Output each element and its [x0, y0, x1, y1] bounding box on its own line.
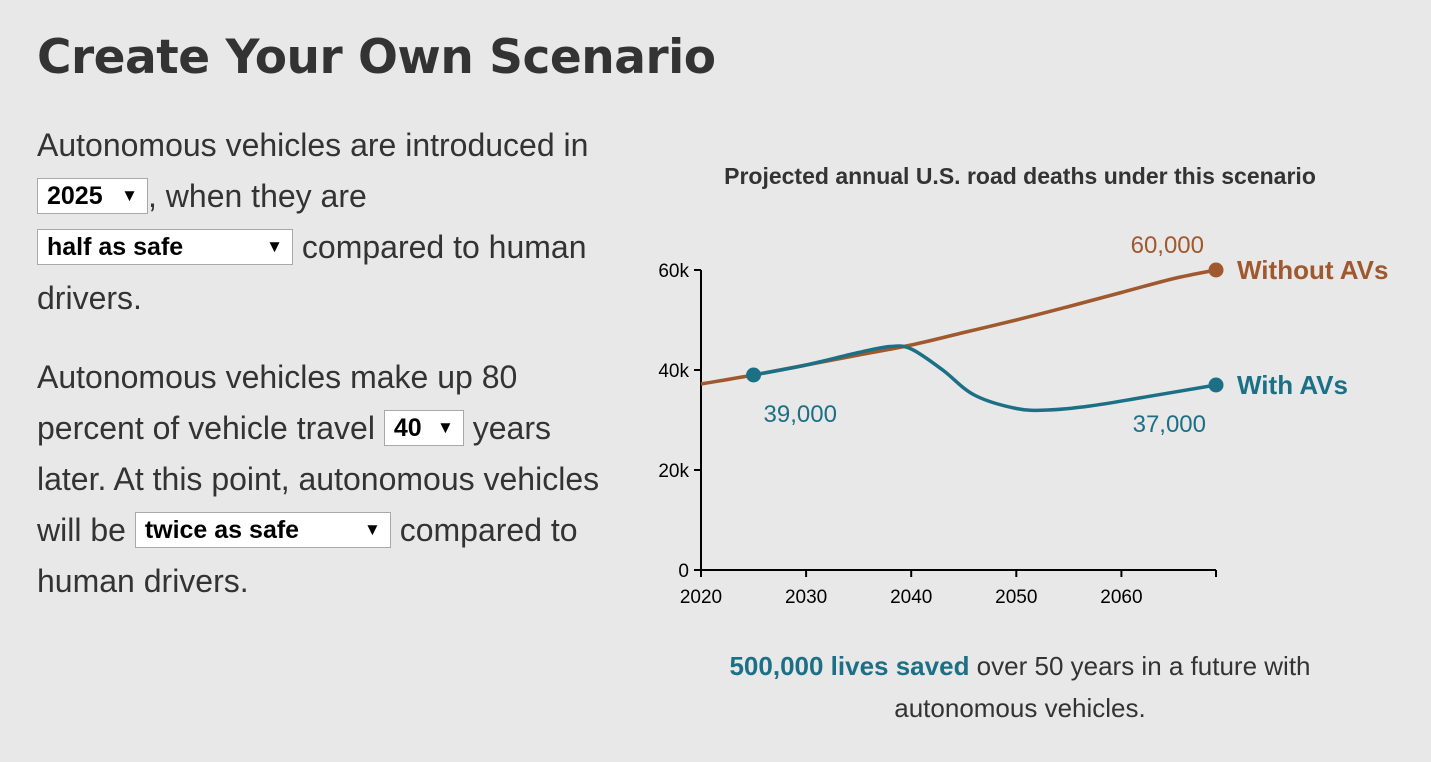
chart-axes: 0 20k 40k 60k 2020 2030 2040 2050 2060	[658, 261, 1217, 608]
intro-year-value: 2025	[47, 181, 103, 210]
y-tick-label: 20k	[658, 461, 689, 482]
with-avs-end-point	[1208, 377, 1224, 393]
dropdown-arrow-icon: ▼	[121, 185, 138, 205]
with-avs-series-label: With AVs	[1237, 370, 1348, 400]
lives-saved-highlight: 500,000 lives saved	[729, 651, 970, 681]
road-deaths-chart: Projected annual U.S. road deaths under …	[658, 163, 1389, 608]
scenario-future-text: Autonomous vehicles make up 80 percent o…	[37, 352, 627, 607]
years-later-select[interactable]: 40 ▼	[383, 409, 464, 446]
without-avs-end-value: 60,000	[1131, 232, 1204, 259]
dropdown-arrow-icon: ▼	[266, 236, 283, 256]
years-later-value: 40	[393, 413, 422, 442]
x-tick-label: 2020	[680, 587, 722, 608]
chart-lines	[700, 262, 1224, 413]
initial-safety-value: half as safe	[47, 232, 184, 261]
x-tick-label: 2060	[1100, 587, 1142, 608]
scenario-intro-text: Autonomous vehicles are introduced in 20…	[37, 120, 627, 324]
lives-saved-rest: over 50 years in a future with autonomou…	[894, 651, 1311, 723]
intro-year-select[interactable]: 2025 ▼	[37, 177, 148, 214]
page-title: Create Your Own Scenario	[37, 30, 716, 85]
lives-saved-caption: 500,000 lives saved over 50 years in a f…	[680, 645, 1360, 729]
x-tick-label: 2050	[995, 587, 1037, 608]
without-avs-series-label: Without AVs	[1237, 255, 1388, 285]
x-tick-label: 2030	[785, 587, 827, 608]
dropdown-arrow-icon: ▼	[363, 519, 381, 539]
future-text-start: Autonomous vehicles make up 80 percent o…	[37, 359, 518, 446]
intro-text-middle: , when they are	[148, 178, 367, 214]
future-text-middle: years later. At this point, autonomous v…	[37, 410, 600, 548]
dropdown-arrow-icon: ▼	[437, 417, 454, 437]
y-tick-label: 40k	[658, 361, 689, 382]
x-tick-label: 2040	[890, 587, 932, 608]
future-safety-value: twice as safe	[144, 515, 300, 544]
future-safety-select[interactable]: twice as safe ▼	[134, 511, 391, 548]
chart-labels: 60,000 Without AVs 39,000 37,000 With AVs	[764, 232, 1389, 438]
with-avs-end-value: 37,000	[1133, 411, 1206, 438]
with-avs-start-point	[746, 367, 762, 383]
future-text-end: compared to human drivers.	[37, 512, 578, 599]
y-tick-label: 60k	[658, 261, 689, 282]
with-avs-start-value: 39,000	[764, 401, 837, 428]
with-avs-line	[753, 344, 1217, 413]
chart-title: Projected annual U.S. road deaths under …	[724, 163, 1316, 189]
initial-safety-select[interactable]: half as safe ▼	[37, 228, 293, 265]
intro-text-end: compared to human drivers.	[37, 229, 587, 316]
intro-text-start: Autonomous vehicles are introduced in	[37, 127, 589, 163]
without-avs-line	[700, 268, 1217, 386]
y-tick-label: 0	[678, 561, 689, 582]
without-avs-end-point	[1208, 262, 1224, 278]
